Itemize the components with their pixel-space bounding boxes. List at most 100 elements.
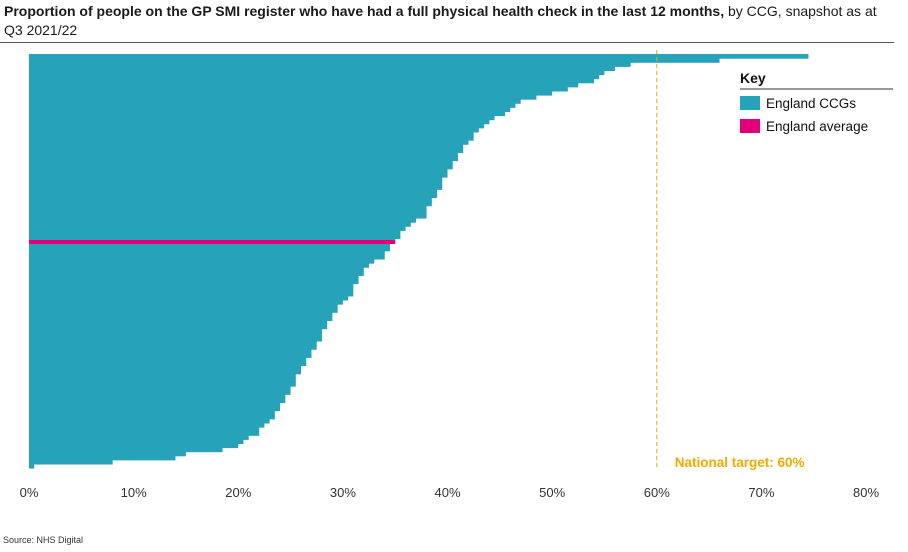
ccg-bar bbox=[29, 267, 364, 272]
ccg-bar bbox=[29, 369, 302, 375]
ccg-bar bbox=[29, 193, 438, 199]
ccg-bar bbox=[29, 271, 364, 276]
ccg-bar bbox=[29, 197, 432, 203]
ccg-bar bbox=[29, 328, 322, 334]
ccg-bar bbox=[29, 62, 631, 67]
ccg-bar bbox=[29, 463, 35, 469]
ccg-bar bbox=[29, 390, 291, 395]
ccg-bar bbox=[29, 99, 521, 104]
ccg-bar bbox=[29, 107, 511, 112]
ccg-bar bbox=[29, 455, 176, 461]
ccg-bar bbox=[29, 336, 322, 342]
national-target-label: National target: 60% bbox=[675, 455, 805, 470]
ccg-bar bbox=[29, 86, 568, 92]
ccg-bar bbox=[29, 447, 223, 453]
ccg-bar bbox=[29, 172, 448, 178]
ccg-bar bbox=[29, 246, 390, 252]
ccg-bar bbox=[29, 263, 370, 268]
ccg-bar bbox=[29, 111, 506, 117]
ccg-bar bbox=[29, 275, 359, 281]
ccg-bar bbox=[29, 250, 385, 256]
ccg-bar bbox=[29, 222, 411, 227]
x-tick-label: 50% bbox=[539, 485, 565, 500]
ccg-bar bbox=[29, 168, 448, 174]
ccg-bar bbox=[29, 242, 390, 248]
ccg-bar bbox=[29, 258, 375, 264]
ccg-bar bbox=[29, 115, 495, 121]
ccg-bar bbox=[29, 70, 605, 76]
ccg-bar bbox=[29, 287, 354, 293]
ccg-bar bbox=[29, 90, 553, 96]
ccg-bar bbox=[29, 66, 615, 71]
ccg-bar bbox=[29, 58, 720, 63]
ccg-bar bbox=[29, 320, 328, 326]
ccg-bar bbox=[29, 213, 427, 219]
ccg-bar bbox=[29, 205, 427, 211]
ccg-bar bbox=[29, 94, 537, 100]
ccg-bar bbox=[29, 119, 490, 125]
x-tick-label: 70% bbox=[748, 485, 774, 500]
ccg-bar bbox=[29, 103, 516, 108]
ccg-bar bbox=[29, 394, 286, 399]
ccg-bar bbox=[29, 398, 286, 404]
x-tick-label: 20% bbox=[225, 485, 251, 500]
ccg-bar bbox=[29, 332, 322, 338]
ccg-bar bbox=[29, 386, 291, 391]
legend-label-average: England average bbox=[766, 119, 868, 134]
ccg-bars bbox=[29, 54, 809, 469]
ccg-bar bbox=[29, 135, 474, 141]
ccg-bar bbox=[29, 365, 302, 371]
ccg-bar bbox=[29, 74, 600, 80]
x-tick-label: 30% bbox=[330, 485, 356, 500]
ccg-bar bbox=[29, 176, 443, 182]
ccg-bar bbox=[29, 373, 296, 379]
ccg-bar bbox=[29, 291, 354, 297]
ccg-bar bbox=[29, 377, 296, 383]
title-divider bbox=[0, 42, 894, 43]
ccg-bar bbox=[29, 431, 260, 436]
ccg-bar bbox=[29, 226, 406, 231]
x-tick-label: 10% bbox=[121, 485, 147, 500]
ccg-bar bbox=[29, 435, 249, 440]
x-tick-label: 40% bbox=[434, 485, 460, 500]
ccg-bar bbox=[29, 230, 401, 235]
x-tick-label: 80% bbox=[853, 485, 879, 500]
ccg-bar bbox=[29, 439, 244, 445]
ccg-bar bbox=[29, 353, 312, 358]
legend-swatch-ccg bbox=[740, 96, 760, 110]
ccg-bar bbox=[29, 402, 281, 408]
legend-title: Key bbox=[740, 70, 766, 86]
legend-swatch-average bbox=[740, 119, 760, 133]
x-axis-ticks: 0% 10% 20% 30% 40% 50% 60% 70% 80% bbox=[20, 485, 880, 500]
chart-title: Proportion of people on the GP SMI regis… bbox=[4, 2, 899, 40]
ccg-bar bbox=[29, 152, 458, 158]
ccg-bar bbox=[29, 82, 579, 88]
chart-title-bold: Proportion of people on the GP SMI regis… bbox=[4, 3, 725, 19]
ccg-bar bbox=[29, 185, 443, 190]
ccg-bar bbox=[29, 414, 275, 420]
ccg-bar bbox=[29, 340, 317, 346]
ccg-bar bbox=[29, 217, 417, 223]
ccg-bar bbox=[29, 254, 385, 260]
ccg-bar bbox=[29, 422, 265, 428]
ccg-bar bbox=[29, 304, 338, 309]
ccg-bar bbox=[29, 427, 260, 432]
source-note: Source: NHS Digital bbox=[3, 535, 84, 545]
legend: Key England CCGs England average bbox=[740, 70, 893, 134]
ccg-bar bbox=[29, 418, 270, 424]
ccg-bar bbox=[29, 189, 438, 194]
ccg-bar bbox=[29, 78, 594, 84]
ccg-bar bbox=[29, 349, 312, 354]
ccg-bar bbox=[29, 283, 354, 289]
x-tick-label: 60% bbox=[644, 485, 670, 500]
chart-title-normal: by CCG, snapshot as at Q3 2021/22 bbox=[4, 3, 877, 38]
ccg-bar bbox=[29, 144, 464, 149]
ccg-bar bbox=[29, 345, 317, 350]
ccg-bar bbox=[29, 295, 349, 301]
ccg-bar bbox=[29, 209, 427, 215]
x-tick-label: 0% bbox=[20, 485, 39, 500]
ccg-bar bbox=[29, 181, 443, 186]
ccg-bar bbox=[29, 361, 307, 367]
ccg-bar bbox=[29, 164, 453, 170]
ccg-bar bbox=[29, 381, 296, 387]
